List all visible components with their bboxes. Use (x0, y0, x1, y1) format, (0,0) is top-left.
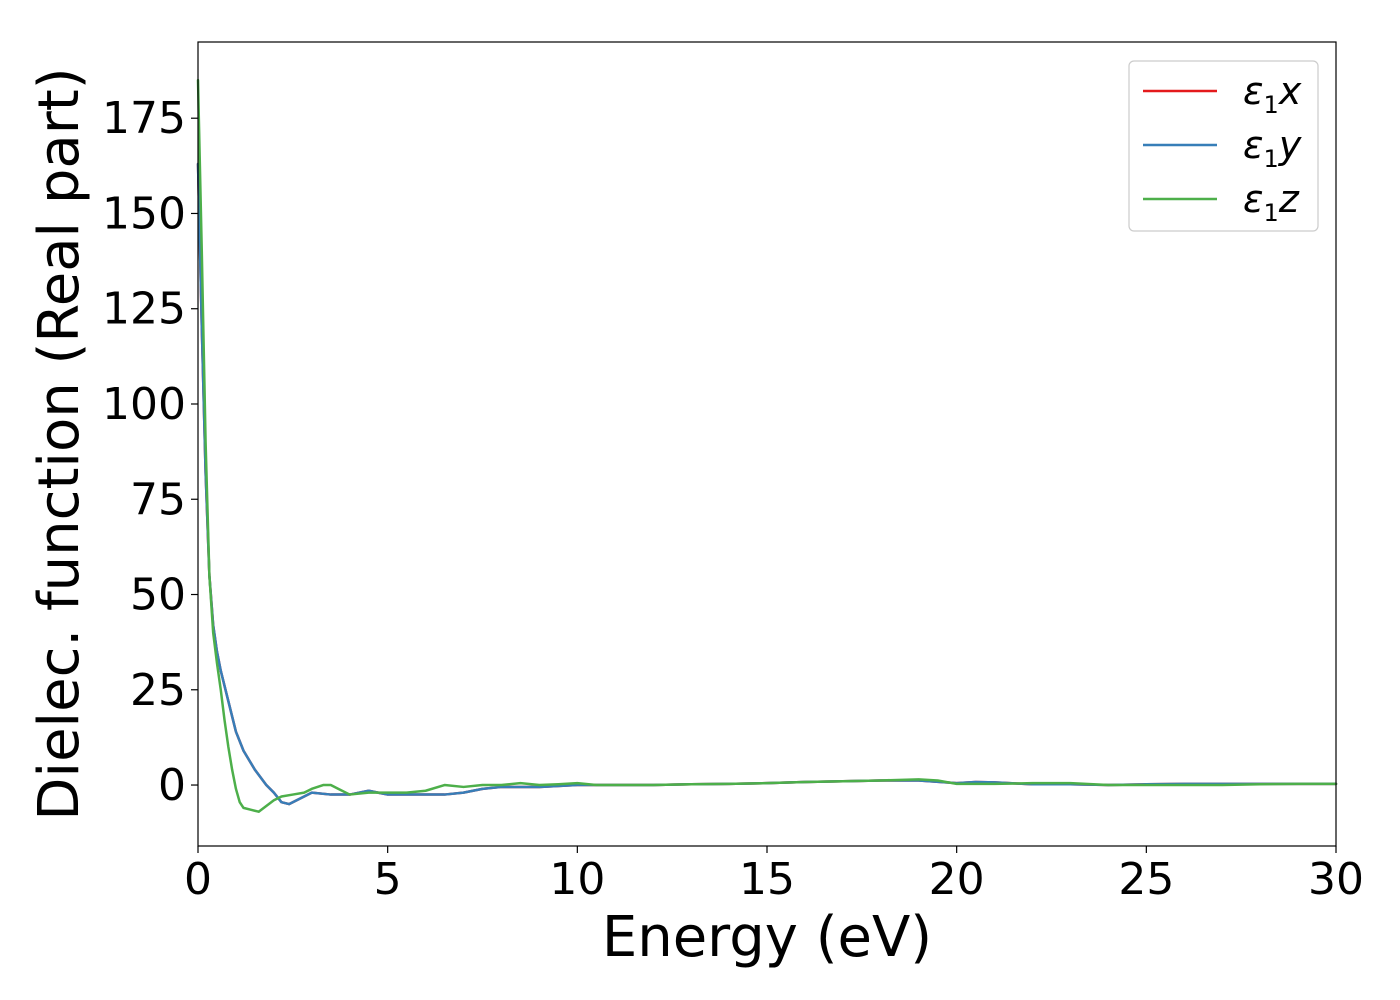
y-tick-label: 100 (102, 379, 186, 430)
y-tick-label: 50 (130, 570, 186, 621)
legend-label-x: ε1x (1243, 69, 1302, 119)
x-tick-label: 10 (549, 854, 605, 905)
legend-label-base: ε (1243, 177, 1264, 221)
ticks-layer: 0 5 10 15 20 25 30 0 25 50 75 100 125 150 175 (102, 93, 1364, 905)
legend-label-subscript: 1 (1264, 91, 1279, 119)
legend-label-tail: z (1278, 177, 1300, 221)
x-tick-label: 0 (184, 854, 212, 905)
series-layer (196, 78, 1338, 813)
x-tick-label: 20 (929, 854, 985, 905)
x-tick-label: 30 (1308, 854, 1364, 905)
y-tick-label: 175 (102, 93, 186, 144)
legend-label-z: ε1z (1243, 177, 1300, 227)
legend-label-base: ε (1243, 123, 1264, 167)
legend-label-base: ε (1243, 69, 1264, 113)
legend-label-y: ε1y (1243, 123, 1302, 173)
legend-label-subscript: 1 (1264, 199, 1279, 227)
x-tick-label: 25 (1118, 854, 1174, 905)
y-tick-label: 25 (130, 665, 186, 716)
x-axis-title: Energy (eV) (602, 905, 932, 970)
series-line-z (196, 78, 1338, 813)
x-tick-label: 5 (374, 854, 402, 905)
legend-label-tail: x (1278, 69, 1302, 113)
y-tick-label: 0 (158, 760, 186, 811)
y-tick-label: 75 (130, 474, 186, 525)
legend-box (1128, 60, 1319, 232)
legend-label-tail: y (1278, 123, 1302, 167)
x-tick-label: 15 (739, 854, 795, 905)
y-tick-label: 125 (102, 284, 186, 335)
y-tick-label: 150 (102, 188, 186, 239)
legend-label-subscript: 1 (1264, 145, 1279, 173)
y-axis-title: Dielec. function (Real part) (27, 67, 92, 820)
